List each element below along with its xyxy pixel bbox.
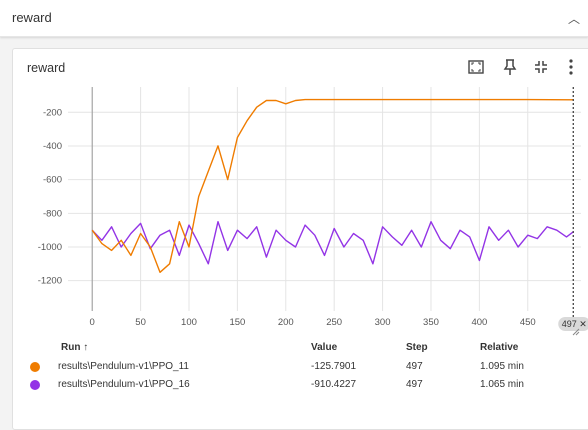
- run-value: -910.4227: [311, 379, 357, 390]
- chevron-up-icon[interactable]: ︿: [568, 12, 581, 26]
- run-relative: 1.095 min: [480, 361, 524, 372]
- x-tick-label: 50: [135, 317, 146, 328]
- scalar-card: reward -200 -400 -600 -800 -1000 -1200 0 50 100 1…: [12, 48, 588, 430]
- x-tick-label: 200: [278, 317, 294, 328]
- pin-icon[interactable]: [500, 57, 520, 77]
- series-line-ppo-11[interactable]: [91, 98, 574, 274]
- y-tick-label: -400: [43, 141, 62, 152]
- y-tick-label: -200: [43, 107, 62, 118]
- run-value: -125.7901: [311, 361, 357, 372]
- y-tick-label: -1000: [38, 242, 62, 253]
- x-tick-label: 0: [90, 317, 95, 328]
- column-relative: Relative: [480, 342, 519, 353]
- x-tick-label: 400: [471, 317, 487, 328]
- run-name: results\Pendulum-v1\PPO_11: [58, 361, 189, 372]
- run-step: 497: [406, 379, 423, 390]
- run-color-dot: [30, 380, 40, 390]
- step-badge[interactable]: 497 ✕: [562, 319, 587, 329]
- column-run[interactable]: Run ↑: [61, 342, 89, 353]
- series-line-ppo-16[interactable]: [91, 220, 574, 265]
- more-vert-icon[interactable]: [561, 57, 581, 77]
- section-header[interactable]: reward ︿: [0, 0, 588, 37]
- collapse-icon[interactable]: [531, 57, 551, 77]
- column-step: Step: [406, 342, 428, 353]
- x-tick-label: 450: [520, 317, 536, 328]
- y-tick-label: -600: [43, 175, 62, 186]
- y-tick-label: -1200: [38, 276, 62, 287]
- run-name: results\Pendulum-v1\PPO_16: [58, 379, 190, 390]
- x-tick-label: 250: [326, 317, 342, 328]
- run-step: 497: [406, 361, 423, 372]
- fit-domain-icon[interactable]: [466, 57, 486, 77]
- table-row[interactable]: results\Pendulum-v1\PPO_16 -910.4227 497…: [13, 377, 588, 395]
- x-tick-label: 150: [229, 317, 245, 328]
- column-value: Value: [311, 342, 338, 353]
- step-badge-bg[interactable]: [558, 317, 588, 331]
- card-title: reward: [27, 61, 66, 75]
- reward-chart[interactable]: -200 -400 -600 -800 -1000 -1200 0 50 100 150 200 25…: [13, 49, 588, 339]
- run-relative: 1.065 min: [480, 379, 524, 390]
- table-row[interactable]: results\Pendulum-v1\PPO_11 -125.7901 497…: [13, 359, 588, 377]
- x-tick-label: 300: [375, 317, 391, 328]
- resize-handle-icon[interactable]: [572, 328, 580, 336]
- x-tick-label: 350: [423, 317, 439, 328]
- y-tick-label: -800: [43, 208, 62, 219]
- section-title: reward: [12, 10, 52, 25]
- x-tick-label: 100: [181, 317, 197, 328]
- run-color-dot: [30, 362, 40, 372]
